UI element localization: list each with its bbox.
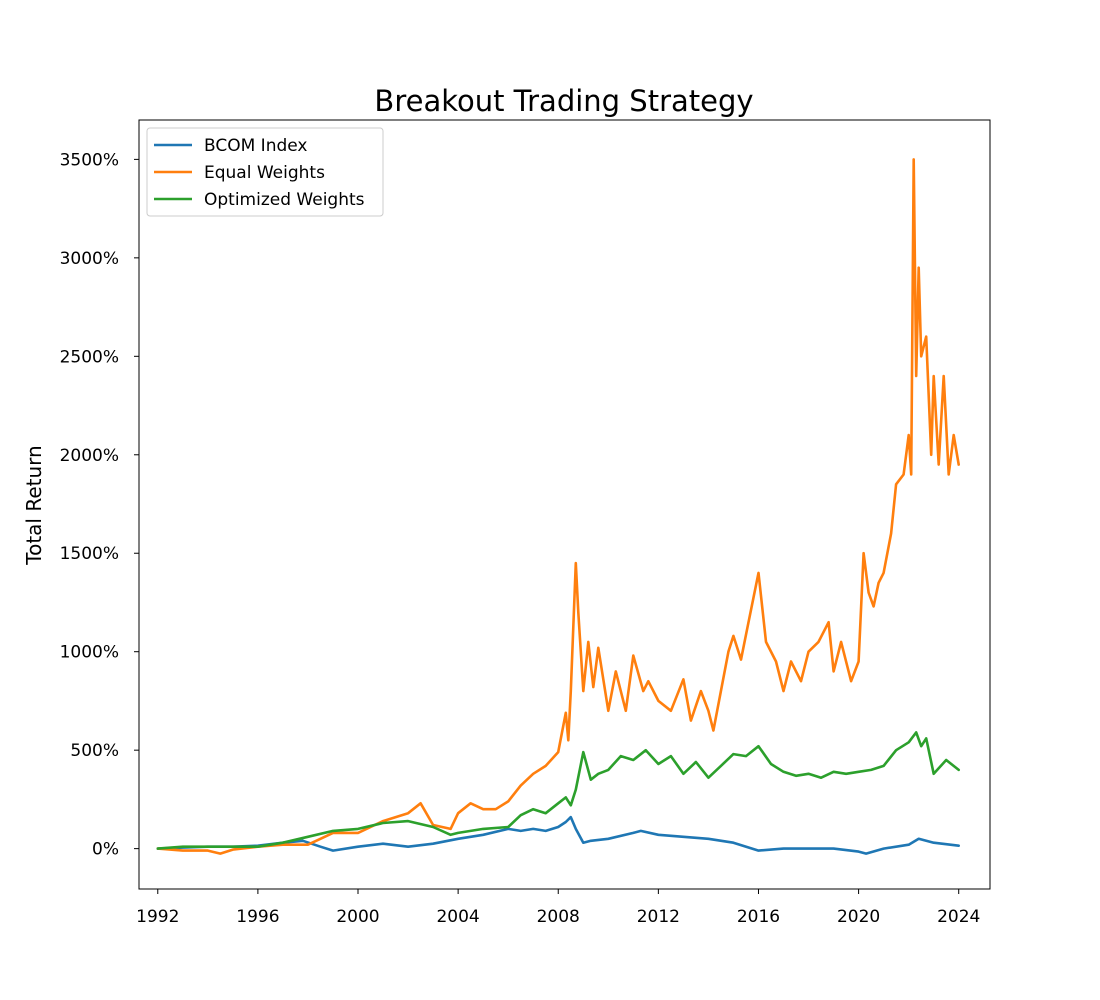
x-tick-label: 2020 xyxy=(837,907,880,927)
y-tick-label: 500% xyxy=(70,741,119,761)
x-tick-label: 2024 xyxy=(937,907,980,927)
chart-title: Breakout Trading Strategy xyxy=(374,84,753,118)
series-line-optimized-weights xyxy=(156,731,960,850)
series-line-equal-weights xyxy=(156,158,960,855)
y-tick-label: 3500% xyxy=(60,150,119,170)
series-layer xyxy=(156,158,960,855)
y-axis-label: Total Return xyxy=(22,445,46,565)
legend-label-bcom-index: BCOM Index xyxy=(204,136,308,156)
y-tick-label: 3000% xyxy=(60,249,119,269)
legend-box xyxy=(146,127,384,217)
y-tick-label: 2000% xyxy=(60,446,119,466)
y-tick-label: 1000% xyxy=(60,643,119,663)
legend-label-optimized-weights: Optimized Weights xyxy=(204,190,365,210)
x-tick-label: 2004 xyxy=(436,907,479,927)
x-tick-label: 1992 xyxy=(136,907,179,927)
x-tick-label: 2012 xyxy=(637,907,680,927)
y-tick-label: 1500% xyxy=(60,544,119,564)
plot-frame xyxy=(138,119,991,890)
series-line-bcom-index xyxy=(156,815,960,855)
x-axis: 1992 1996 2000 2004 2008 2012 2016 2020 2024 xyxy=(136,889,980,927)
x-tick-label: 2000 xyxy=(336,907,379,927)
x-tick-label: 2016 xyxy=(737,907,780,927)
y-tick-label: 2500% xyxy=(60,347,119,367)
y-axis: 0% 500% 1000% 1500% 2000% 2500% 3000% 3500% xyxy=(60,150,139,860)
legend: BCOM Index Equal Weights Optimized Weights xyxy=(146,127,384,217)
x-tick-label: 2008 xyxy=(537,907,580,927)
legend-label-equal-weights: Equal Weights xyxy=(204,163,325,183)
y-tick-label: 0% xyxy=(92,840,119,860)
x-tick-label: 1996 xyxy=(236,907,279,927)
